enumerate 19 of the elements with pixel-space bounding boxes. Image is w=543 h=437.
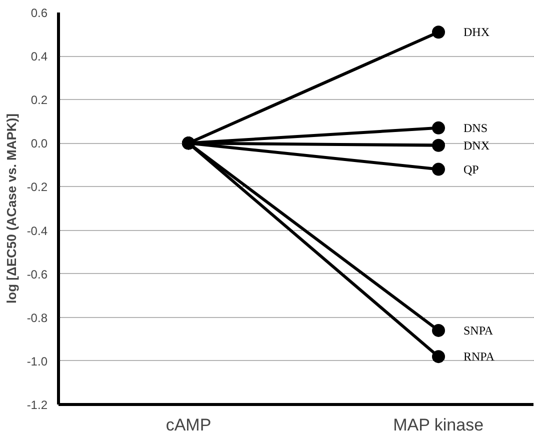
series-label: QP xyxy=(464,162,480,176)
y-tick-label: 0.4 xyxy=(30,50,48,64)
y-tick-label: 0.6 xyxy=(30,6,48,20)
y-tick-label: 0.2 xyxy=(30,93,48,108)
y-axis-title: log [ΔEC50 (ACase vs. MAPK)] xyxy=(4,114,19,304)
y-tick-label: 0.0 xyxy=(30,136,48,151)
y-tick-label: -1.0 xyxy=(26,354,48,368)
series-label: SNPA xyxy=(464,323,494,338)
y-tick-label: -0.8 xyxy=(26,310,48,325)
x-tick-label: cAMP xyxy=(166,416,212,434)
y-tick-label: -0.4 xyxy=(26,224,48,238)
series-label: DNX xyxy=(464,138,490,152)
series-label: DHX xyxy=(464,25,490,40)
y-tick-label: -1.2 xyxy=(26,398,48,412)
y-tick-label: -0.2 xyxy=(26,180,48,194)
series-label: DNS xyxy=(464,120,488,135)
y-tick-label: -0.6 xyxy=(26,267,48,282)
series-label: RNPA xyxy=(464,350,495,364)
x-tick-label: MAP kinase xyxy=(393,416,484,434)
